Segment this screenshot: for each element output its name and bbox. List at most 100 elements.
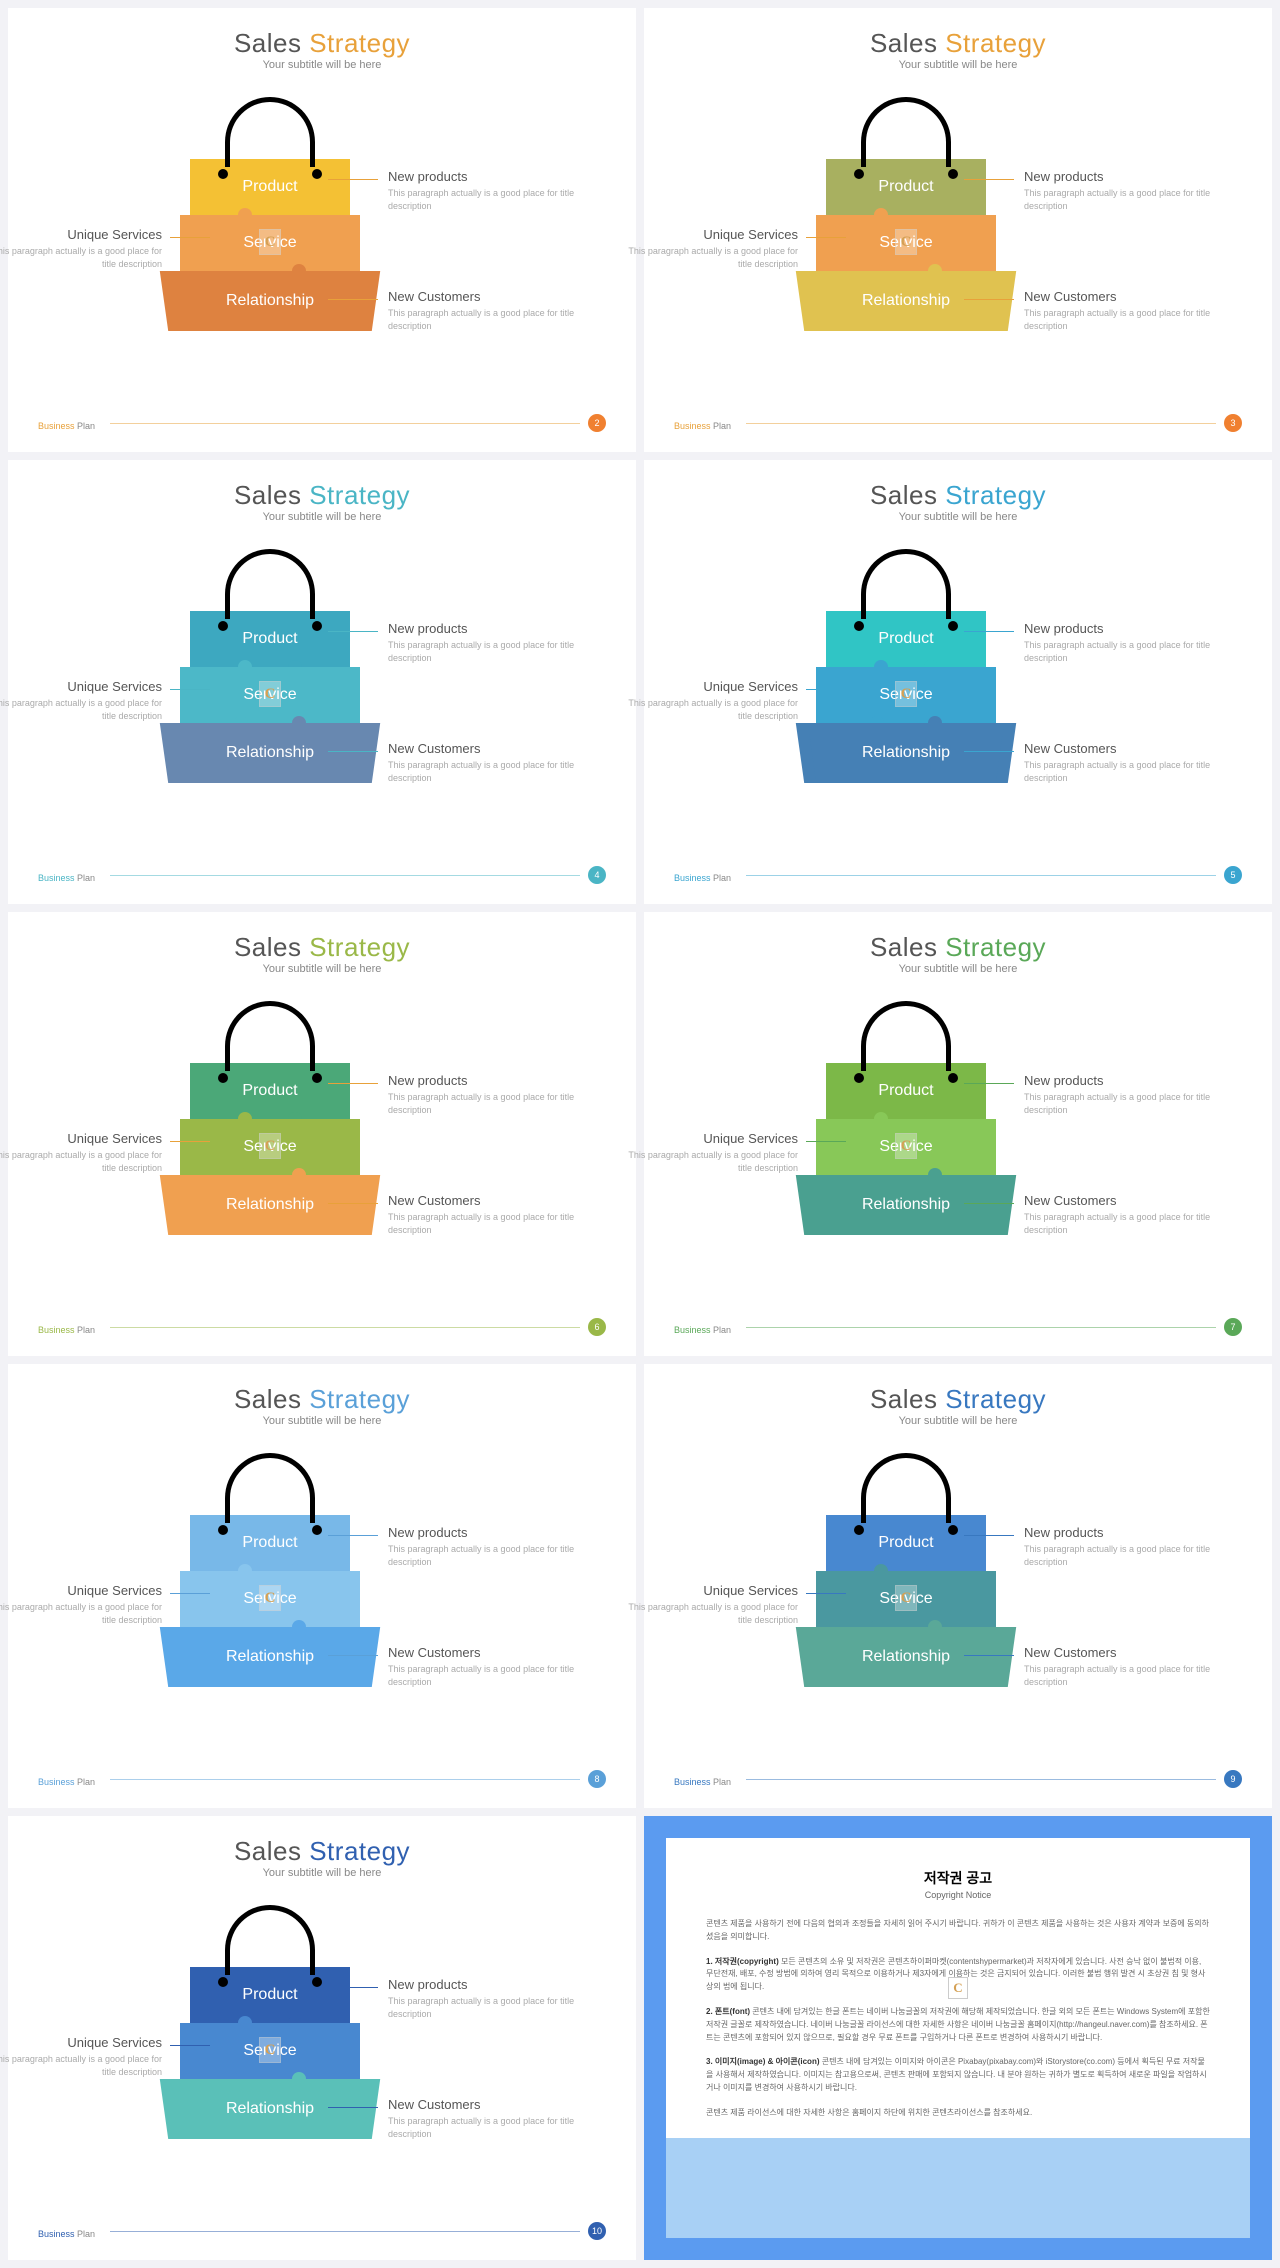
slide-subtitle: Your subtitle will be here <box>674 1415 1242 1427</box>
slide-title: Sales Strategy <box>38 28 606 59</box>
callout-new-customers: New Customers This paragraph actually is… <box>388 289 598 332</box>
slide-4: Sales Strategy Your subtitle will be her… <box>8 460 636 904</box>
page-number: 4 <box>588 866 606 884</box>
callout-unique-services: Unique Services This paragraph actually … <box>626 1131 798 1174</box>
shopping-bag-diagram: C Product Service Relationship <box>170 97 370 331</box>
slide-subtitle: Your subtitle will be here <box>38 963 606 975</box>
slide-title: Sales Strategy <box>674 932 1242 963</box>
page-number: 3 <box>1224 414 1242 432</box>
notice-subtitle: Copyright Notice <box>706 1890 1210 1900</box>
logo-icon: C <box>259 681 281 707</box>
logo-icon: C <box>259 229 281 255</box>
callout-new-products: New products This paragraph actually is … <box>388 1525 598 1568</box>
shopping-bag-diagram: C Product Service Relationship <box>806 1453 1006 1687</box>
segment-relationship: Relationship <box>806 1627 1006 1687</box>
callout-new-customers: New Customers This paragraph actually is… <box>388 1645 598 1688</box>
slide-footer: Business Plan 10 <box>38 2222 606 2242</box>
page-number: 8 <box>588 1770 606 1788</box>
logo-icon: C <box>259 2037 281 2063</box>
notice-outro: 콘텐츠 제품 라이선스에 대한 자세한 사항은 홈페이지 하단에 위치한 콘텐츠… <box>706 2107 1210 2120</box>
logo-icon: C <box>895 681 917 707</box>
slide-title: Sales Strategy <box>38 1384 606 1415</box>
page-number: 7 <box>1224 1318 1242 1336</box>
callout-unique-services: Unique Services This paragraph actually … <box>0 679 162 722</box>
notice-intro: 콘텐츠 제품을 사용하기 전에 다음의 협의과 조정들을 자세히 읽어 주시기 … <box>706 1918 1210 1944</box>
segment-product: Product <box>190 611 350 667</box>
callout-unique-services: Unique Services This paragraph actually … <box>0 1131 162 1174</box>
logo-icon: C <box>895 1585 917 1611</box>
callout-new-products: New products This paragraph actually is … <box>388 169 598 212</box>
shopping-bag-diagram: C Product Service Relationship <box>170 549 370 783</box>
segment-product: Product <box>190 1967 350 2023</box>
segment-product: Product <box>826 1063 986 1119</box>
slide-8: Sales Strategy Your subtitle will be her… <box>8 1364 636 1808</box>
page-number: 6 <box>588 1318 606 1336</box>
slide-title: Sales Strategy <box>674 480 1242 511</box>
page-number: 9 <box>1224 1770 1242 1788</box>
shopping-bag-diagram: C Product Service Relationship <box>806 549 1006 783</box>
page-number: 10 <box>588 2222 606 2240</box>
slide-footer: Business Plan 9 <box>674 1770 1242 1790</box>
shopping-bag-diagram: C Product Service Relationship <box>806 1001 1006 1235</box>
copyright-notice-slide: 저작권 공고 Copyright Notice 콘텐츠 제품을 사용하기 전에 … <box>644 1816 1272 2260</box>
callout-unique-services: Unique Services This paragraph actually … <box>0 1583 162 1626</box>
callout-new-products: New products This paragraph actually is … <box>1024 169 1234 212</box>
slide-footer: Business Plan 2 <box>38 414 606 434</box>
shopping-bag-diagram: C Product Service Relationship <box>170 1453 370 1687</box>
slide-footer: Business Plan 4 <box>38 866 606 886</box>
slide-title: Sales Strategy <box>674 1384 1242 1415</box>
callout-new-products: New products This paragraph actually is … <box>388 1977 598 2020</box>
slide-subtitle: Your subtitle will be here <box>674 511 1242 523</box>
segment-relationship: Relationship <box>806 271 1006 331</box>
slide-subtitle: Your subtitle will be here <box>38 59 606 71</box>
slide-6: Sales Strategy Your subtitle will be her… <box>8 912 636 1356</box>
callout-new-products: New products This paragraph actually is … <box>388 1073 598 1116</box>
logo-icon: C <box>948 1977 968 1999</box>
callout-new-products: New products This paragraph actually is … <box>388 621 598 664</box>
callout-new-products: New products This paragraph actually is … <box>1024 1525 1234 1568</box>
shopping-bag-diagram: C Product Service Relationship <box>170 1001 370 1235</box>
slide-5: Sales Strategy Your subtitle will be her… <box>644 460 1272 904</box>
segment-product: Product <box>826 611 986 667</box>
segment-product: Product <box>826 1515 986 1571</box>
callout-new-customers: New Customers This paragraph actually is… <box>1024 289 1234 332</box>
slide-subtitle: Your subtitle will be here <box>38 511 606 523</box>
callout-new-customers: New Customers This paragraph actually is… <box>388 2097 598 2140</box>
slide-footer: Business Plan 8 <box>38 1770 606 1790</box>
slide-10: Sales Strategy Your subtitle will be her… <box>8 1816 636 2260</box>
shopping-bag-diagram: C Product Service Relationship <box>806 97 1006 331</box>
slide-2: Sales Strategy Your subtitle will be her… <box>8 8 636 452</box>
logo-icon: C <box>259 1585 281 1611</box>
segment-relationship: Relationship <box>170 723 370 783</box>
logo-icon: C <box>895 229 917 255</box>
slide-footer: Business Plan 7 <box>674 1318 1242 1338</box>
notice-title: 저작권 공고 <box>706 1868 1210 1888</box>
callout-new-customers: New Customers This paragraph actually is… <box>1024 741 1234 784</box>
slide-title: Sales Strategy <box>38 1836 606 1867</box>
slide-title: Sales Strategy <box>38 480 606 511</box>
slide-footer: Business Plan 5 <box>674 866 1242 886</box>
slide-footer: Business Plan 3 <box>674 414 1242 434</box>
logo-icon: C <box>259 1133 281 1159</box>
callout-new-customers: New Customers This paragraph actually is… <box>1024 1645 1234 1688</box>
callout-new-products: New products This paragraph actually is … <box>1024 621 1234 664</box>
slide-subtitle: Your subtitle will be here <box>674 963 1242 975</box>
slide-subtitle: Your subtitle will be here <box>674 59 1242 71</box>
slide-title: Sales Strategy <box>38 932 606 963</box>
callout-new-products: New products This paragraph actually is … <box>1024 1073 1234 1116</box>
segment-relationship: Relationship <box>806 1175 1006 1235</box>
slide-9: Sales Strategy Your subtitle will be her… <box>644 1364 1272 1808</box>
callout-new-customers: New Customers This paragraph actually is… <box>1024 1193 1234 1236</box>
callout-unique-services: Unique Services This paragraph actually … <box>0 2035 162 2078</box>
callout-unique-services: Unique Services This paragraph actually … <box>626 1583 798 1626</box>
shopping-bag-diagram: C Product Service Relationship <box>170 1905 370 2139</box>
slide-7: Sales Strategy Your subtitle will be her… <box>644 912 1272 1356</box>
page-number: 2 <box>588 414 606 432</box>
callout-unique-services: Unique Services This paragraph actually … <box>626 227 798 270</box>
callout-unique-services: Unique Services This paragraph actually … <box>0 227 162 270</box>
segment-product: Product <box>190 1063 350 1119</box>
callout-unique-services: Unique Services This paragraph actually … <box>626 679 798 722</box>
segment-relationship: Relationship <box>170 1627 370 1687</box>
segment-product: Product <box>826 159 986 215</box>
slide-title: Sales Strategy <box>674 28 1242 59</box>
